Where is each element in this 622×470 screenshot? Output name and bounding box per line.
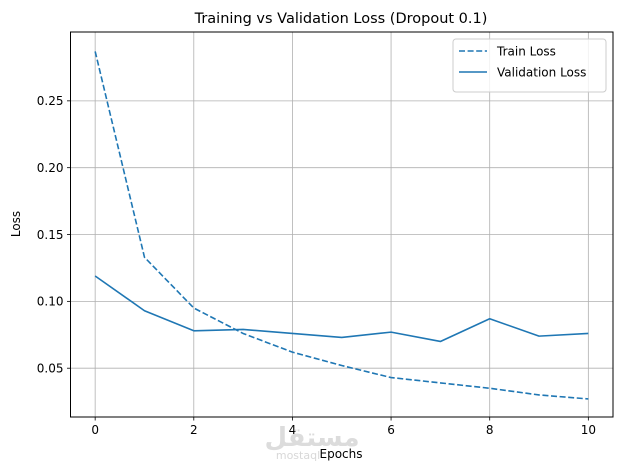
- legend-label: Validation Loss: [497, 65, 586, 79]
- x-tick-label: 6: [387, 423, 395, 437]
- watermark-arabic: مستقل: [264, 423, 359, 453]
- x-tick-label: 4: [289, 423, 297, 437]
- y-tick-label: 0.10: [37, 295, 64, 309]
- x-tick-label: 0: [91, 423, 99, 437]
- x-axis-ticks: 0 2 4 6 8 10: [91, 417, 596, 437]
- y-tick-label: 0.05: [37, 362, 64, 376]
- y-tick-label: 0.20: [37, 161, 64, 175]
- chart-title: Training vs Validation Loss (Dropout 0.1…: [194, 11, 488, 27]
- watermark: مستقل mostaql: [264, 423, 359, 462]
- series-line-train-loss: [94, 51, 589, 400]
- axes-frame: [70, 31, 614, 418]
- x-tick-label: 2: [190, 423, 198, 437]
- y-tick-label: 0.25: [37, 94, 64, 108]
- x-tick-label: 8: [486, 423, 494, 437]
- legend-box: [452, 38, 607, 93]
- grid: [70, 32, 613, 417]
- legend: Train Loss Validation Loss: [452, 38, 607, 93]
- x-tick-label: 10: [581, 423, 596, 437]
- series-line-validation-loss: [94, 275, 589, 343]
- y-axis-ticks: 0.05 0.10 0.15 0.20 0.25: [37, 94, 71, 376]
- y-axis-label: Loss: [9, 211, 23, 237]
- x-axis-label: Epochs: [320, 447, 363, 461]
- y-tick-label: 0.15: [37, 228, 64, 242]
- watermark-latin: mostaql: [276, 449, 320, 462]
- series-layer: [94, 51, 589, 400]
- legend-label: Train Loss: [496, 44, 556, 58]
